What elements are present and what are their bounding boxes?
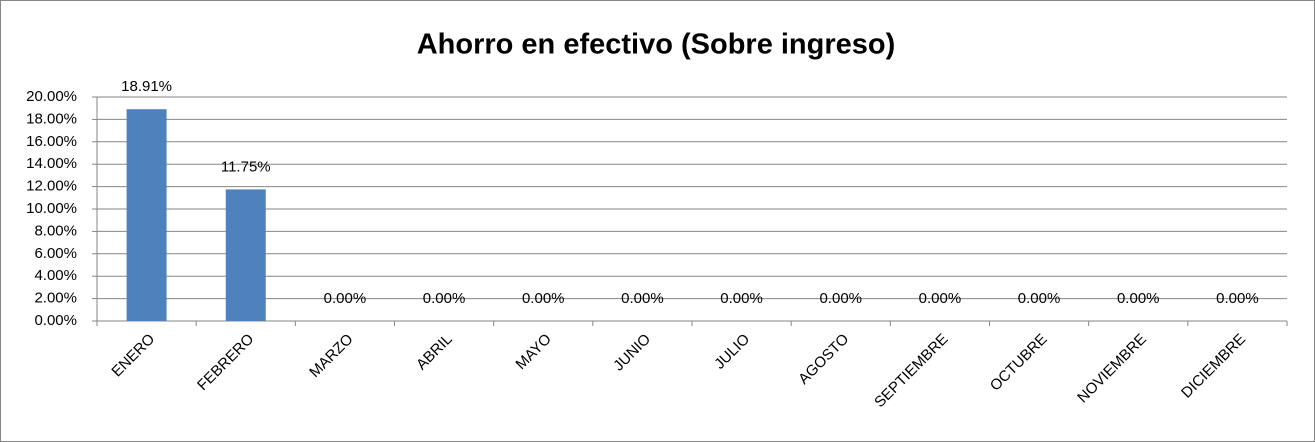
- y-tick-label: 10.00%: [26, 200, 77, 217]
- value-label: 0.00%: [720, 290, 763, 307]
- y-tick-label: 4.00%: [34, 267, 77, 284]
- value-label: 0.00%: [1018, 290, 1061, 307]
- value-label: 0.00%: [1216, 290, 1259, 307]
- value-label: 11.75%: [221, 158, 271, 175]
- value-label: 0.00%: [423, 290, 466, 307]
- value-label: 0.00%: [324, 290, 367, 307]
- bar: [126, 109, 167, 321]
- y-tick-label: 16.00%: [26, 133, 77, 150]
- y-tick-label: 12.00%: [26, 178, 77, 195]
- y-tick-label: 0.00%: [34, 312, 77, 329]
- value-label: 0.00%: [819, 290, 862, 307]
- y-tick-label: 14.00%: [26, 155, 77, 172]
- value-label: 18.91%: [121, 78, 172, 95]
- y-tick-label: 8.00%: [34, 222, 77, 239]
- value-label: 0.00%: [621, 290, 664, 307]
- value-label: 0.00%: [522, 290, 565, 307]
- value-label: 0.00%: [919, 290, 962, 307]
- value-label: 0.00%: [1117, 290, 1160, 307]
- chart-title: Ahorro en efectivo (Sobre ingreso): [417, 29, 896, 61]
- y-tick-label: 18.00%: [26, 110, 77, 127]
- y-tick-label: 6.00%: [34, 245, 77, 262]
- bar: [225, 189, 266, 321]
- y-tick-label: 20.00%: [26, 88, 77, 105]
- y-tick-label: 2.00%: [34, 290, 77, 307]
